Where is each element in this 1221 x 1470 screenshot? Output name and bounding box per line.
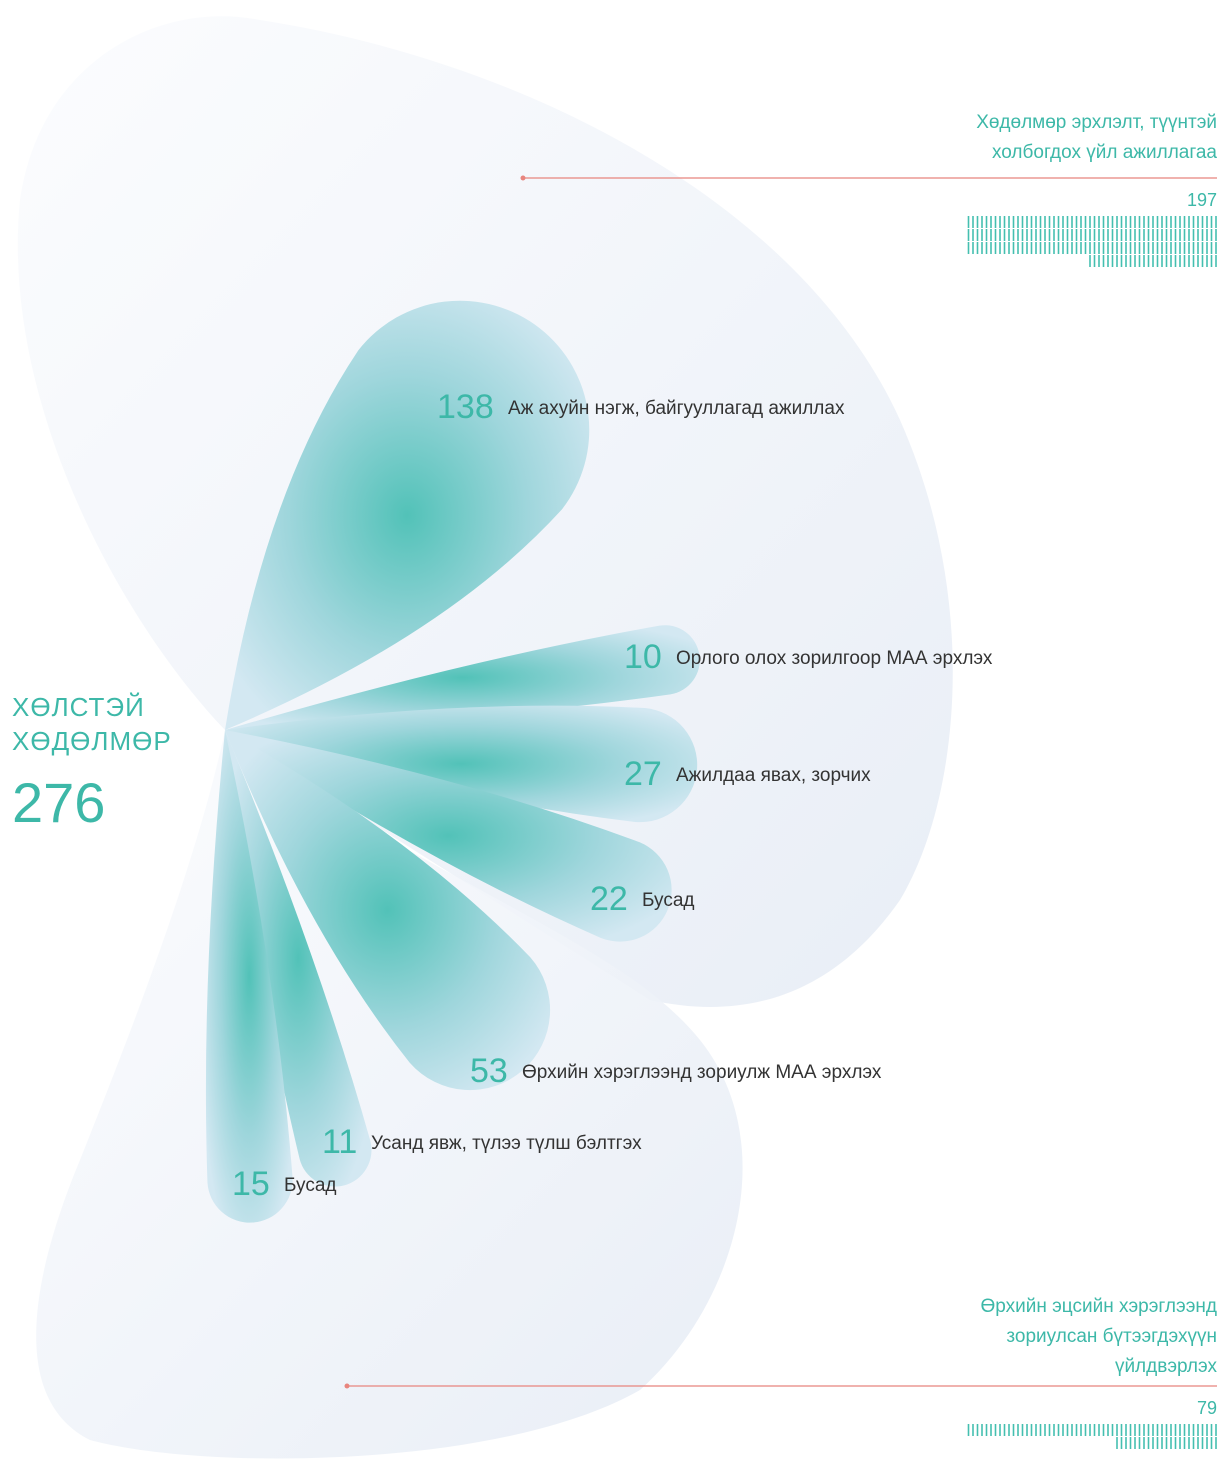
total: 276 [12, 770, 105, 835]
leader-dot [345, 1384, 350, 1389]
petal-label: Усанд явж, түлээ түлш бэлтгэх [371, 1133, 642, 1155]
petal-value: 53 [470, 1052, 508, 1091]
petal-value: 11 [322, 1123, 357, 1162]
petal-label: Өрхийн хэрэглээнд зориулж МАА эрхлэх [522, 1062, 881, 1084]
infographic: ХӨЛСТЭЙ ХӨДӨЛМӨР 276 138 Аж ахуйн нэгж, б… [0, 0, 1221, 1470]
petal-label: Бусад [642, 890, 695, 912]
petal-value: 10 [624, 638, 662, 677]
leader-dot [521, 176, 526, 181]
title: ХӨЛСТЭЙ ХӨДӨЛМӨР [12, 690, 182, 758]
petal-value: 15 [232, 1165, 270, 1204]
group-value: 197 [1187, 190, 1217, 211]
petal-value: 27 [624, 755, 662, 794]
petal-label: Аж ахуйн нэгж, байгууллагад ажиллах [508, 398, 844, 420]
group-name: Өрхийн эцсийн хэрэглээнд зориулсан бүтээ… [917, 1292, 1217, 1382]
group-name: Хөдөлмөр эрхлэлт, түүнтэй холбогдох үйл … [917, 108, 1217, 168]
petal-label: Бусад [284, 1175, 337, 1197]
group-value: 79 [1197, 1398, 1217, 1419]
tally-bars [969, 216, 1217, 267]
petal-label: Орлого олох зорилгоор МАА эрхлэх [676, 648, 992, 670]
petal-label: Ажилдаа явах, зорчих [676, 765, 871, 787]
petal-value: 22 [590, 880, 628, 919]
tally-bars [969, 1424, 1217, 1449]
petal-value: 138 [437, 388, 494, 427]
chart [0, 0, 1221, 1470]
